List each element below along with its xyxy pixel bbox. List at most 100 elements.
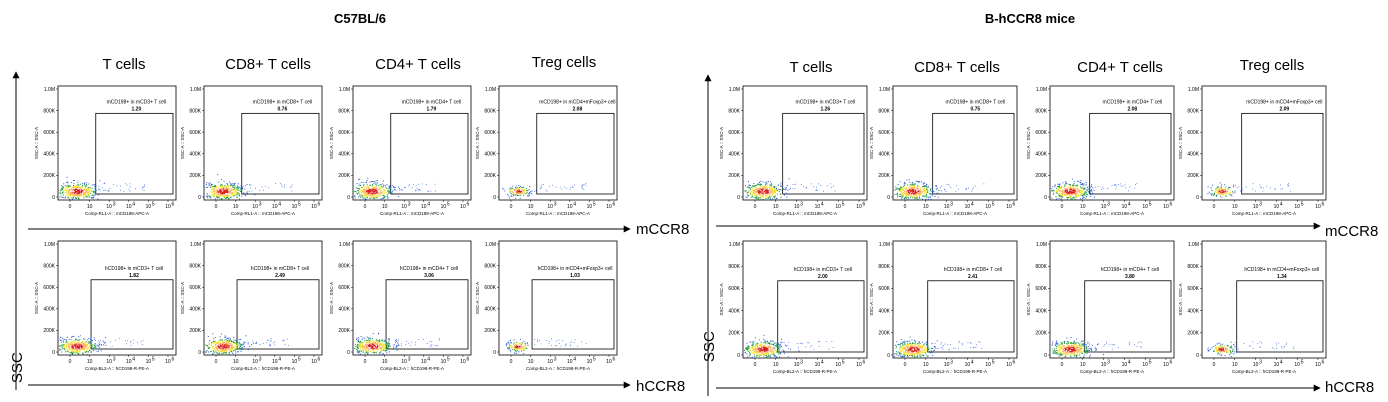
event-dot — [90, 339, 91, 340]
event-dot — [372, 346, 374, 348]
event-dot — [80, 194, 82, 196]
event-dot — [1220, 190, 1222, 192]
event-dot — [226, 182, 228, 184]
event-dot — [238, 341, 240, 343]
event-cloud — [894, 179, 985, 200]
y-tick-label: 800K — [189, 108, 201, 114]
event-dot — [944, 189, 946, 191]
x-axis-label: Comp-RL1-A :: mCD198-APC-A — [1080, 211, 1144, 216]
event-dot — [231, 351, 233, 353]
event-dot — [755, 187, 757, 189]
event-dot — [1136, 183, 1138, 185]
event-dot — [762, 181, 764, 183]
event-dot — [362, 190, 364, 192]
event-dot — [83, 344, 85, 346]
event-dot — [273, 342, 274, 344]
event-dot — [522, 353, 524, 355]
event-dot — [913, 190, 914, 192]
event-dot — [375, 192, 377, 194]
event-dot — [365, 189, 367, 191]
event-dot — [908, 197, 910, 199]
gate-percentage: 1.82 — [129, 273, 139, 279]
event-dot — [1071, 193, 1073, 194]
event-dot — [523, 347, 525, 349]
event-dot — [365, 198, 366, 200]
event-dot — [924, 188, 926, 189]
event-dot — [764, 190, 766, 192]
event-dot — [1221, 192, 1223, 194]
event-dot — [283, 339, 285, 341]
event-dot — [227, 338, 229, 340]
event-dot — [85, 341, 87, 343]
x-axis-label: Comp-RL1-A :: mCD198-APC-A — [85, 211, 149, 216]
y-axis-label: SSC-A :: SSC-A — [34, 127, 39, 159]
event-dot — [783, 188, 785, 190]
gate-box — [90, 279, 174, 350]
y-tick-label: 200K — [338, 173, 350, 179]
event-dot — [355, 187, 357, 189]
event-dot — [552, 184, 553, 186]
y-tick-label: 600K — [189, 130, 201, 136]
event-dot — [240, 343, 241, 345]
event-dot — [1091, 190, 1093, 192]
event-dot — [374, 350, 376, 352]
event-dot — [914, 183, 916, 185]
event-dot — [519, 347, 521, 349]
event-dot — [235, 191, 237, 193]
event-dot — [75, 347, 77, 349]
x-tick-label: 10 — [587, 359, 593, 365]
event-dot — [225, 194, 227, 196]
event-dot — [762, 188, 764, 190]
event-dot — [368, 193, 370, 195]
event-dot — [376, 348, 378, 350]
event-dot — [230, 188, 232, 190]
event-dot — [94, 185, 96, 187]
y-tick-label: 1.0M — [339, 242, 350, 248]
event-dot — [219, 343, 221, 345]
event-dot — [217, 349, 219, 351]
event-dot — [900, 196, 902, 198]
event-dot — [383, 348, 384, 350]
x-tick-exponent: 6 — [613, 357, 616, 363]
event-dot — [81, 187, 83, 189]
event-dot — [1220, 193, 1221, 195]
event-dot — [66, 194, 68, 196]
event-dot — [220, 341, 222, 343]
event-dot — [216, 186, 217, 187]
event-dot — [1221, 196, 1223, 198]
event-dot — [901, 192, 903, 194]
event-dot — [386, 346, 388, 348]
event-dot — [748, 195, 750, 197]
event-dot — [574, 339, 576, 341]
event-dot — [562, 340, 564, 341]
event-dot — [379, 340, 381, 342]
event-dot — [85, 344, 87, 346]
x-axis-label: Comp-BL2-A :: hCD198-R-PE-A — [380, 366, 444, 371]
event-dot — [388, 186, 390, 188]
event-dot — [902, 195, 904, 197]
event-dot — [362, 182, 364, 184]
y-tick-label: 1.0M — [44, 242, 55, 248]
event-dot — [104, 341, 106, 343]
event-dot — [88, 183, 90, 185]
x-tick-label: 10 — [856, 362, 862, 368]
event-dot — [220, 345, 222, 347]
event-dot — [358, 346, 360, 348]
event-dot — [917, 188, 919, 190]
event-dot — [921, 187, 923, 189]
event-dot — [354, 343, 356, 345]
event-dot — [367, 189, 369, 191]
event-dot — [374, 187, 375, 189]
event-dot — [768, 195, 770, 197]
event-dot — [359, 351, 360, 353]
event-dot — [78, 343, 80, 345]
event-dot — [761, 190, 763, 192]
event-dot — [517, 190, 519, 192]
event-dot — [746, 197, 748, 199]
column-header-cd4-t-cells: CD4+ T cells — [375, 56, 461, 73]
event-dot — [1066, 193, 1068, 195]
gate-label: mCD198+ in mCD4+ T cell — [1103, 99, 1163, 105]
event-dot — [86, 188, 88, 190]
event-dot — [761, 343, 763, 345]
event-dot — [516, 194, 518, 196]
